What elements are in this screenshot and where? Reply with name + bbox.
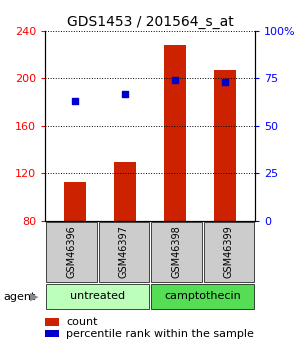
Text: GSM46397: GSM46397	[119, 225, 129, 278]
Point	[123, 91, 128, 97]
Text: GSM46399: GSM46399	[224, 226, 234, 278]
Text: untreated: untreated	[70, 291, 125, 301]
Point	[223, 79, 227, 85]
Text: camptothecin: camptothecin	[164, 291, 241, 301]
Text: ▶: ▶	[30, 292, 39, 302]
Text: GSM46396: GSM46396	[66, 226, 76, 278]
Bar	[46, 222, 97, 282]
Text: GSM46398: GSM46398	[171, 226, 181, 278]
Bar	[114, 161, 136, 221]
Bar	[151, 222, 202, 282]
Point	[172, 78, 177, 83]
Bar	[203, 222, 254, 282]
Bar	[164, 45, 186, 221]
Text: percentile rank within the sample: percentile rank within the sample	[66, 329, 254, 338]
Text: agent: agent	[3, 292, 35, 302]
Bar	[98, 222, 149, 282]
Bar	[214, 70, 236, 221]
Bar	[64, 182, 86, 221]
Bar	[46, 284, 149, 309]
Title: GDS1453 / 201564_s_at: GDS1453 / 201564_s_at	[67, 14, 233, 29]
Bar	[151, 284, 254, 309]
Text: count: count	[66, 317, 98, 327]
Point	[73, 99, 77, 104]
